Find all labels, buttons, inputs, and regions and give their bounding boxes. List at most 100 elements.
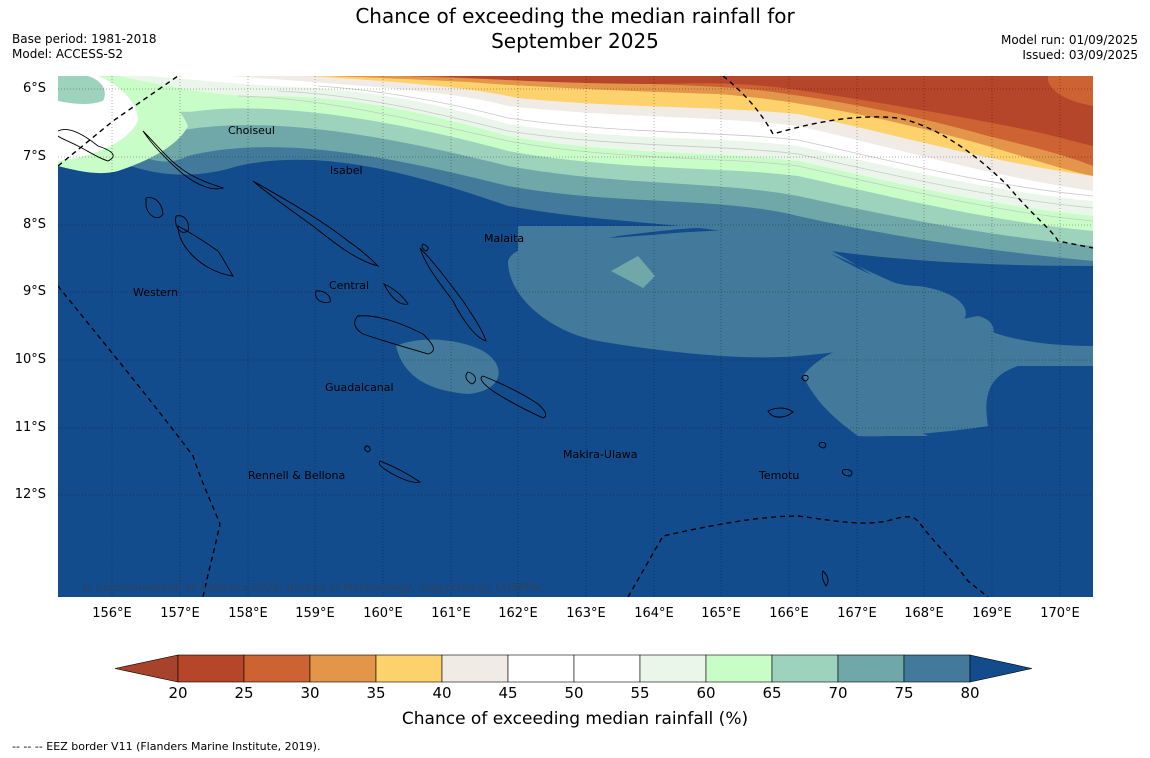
lon-label-166e: 166°E [769,606,809,621]
vella-lavella [145,197,164,219]
region-temotu: Temotu [759,469,800,482]
bougainville-island [58,129,114,162]
meta-right: Model run: 01/09/2025 Issued: 03/09/2025 [1001,33,1138,63]
band-nw-blue [58,76,105,105]
band-25-corner [1048,76,1093,102]
colorbar-tick-60: 60 [696,684,716,702]
colorbar [114,654,1033,683]
colorbar-swatch-55 [639,654,707,683]
ontong-java [421,243,429,252]
lon-label-168e: 168°E [904,606,944,621]
ulawa-island [465,371,476,385]
colorbar-tick-20: 20 [168,684,188,702]
russell-islands [383,283,409,305]
region-central: Central [329,279,370,292]
colorbar-swatch-35 [375,654,443,683]
region-malaita: Malaita [484,232,525,245]
region-makira-ulawa: Makira-Ulawa [563,448,638,461]
title-line-2: September 2025 [491,29,659,53]
colorbar-swatch-50 [573,654,641,683]
colorbar-swatch-65 [771,654,839,683]
lon-label-156e: 156°E [92,606,132,621]
colorbar-tick-75: 75 [894,684,914,702]
anuta-island [821,570,829,587]
title-line-1: Chance of exceeding the median rainfall … [355,4,795,28]
colorbar-swatch-70 [837,654,905,683]
colorbar-swatch-75 [903,654,971,683]
colorbar-swatches [114,654,1033,683]
issued-date: Issued: 03/09/2025 [1022,48,1138,62]
map-title: Chance of exceeding the median rainfall … [0,4,1150,54]
meta-left: Base period: 1981-2018 Model: ACCESS-S2 [12,32,157,62]
band-20 [438,76,1093,146]
colorbar-tick-80: 80 [960,684,980,702]
region-choiseul: Choiseul [228,124,275,137]
lon-label-167e: 167°E [837,606,877,621]
colorbar-tick-40: 40 [432,684,452,702]
blob-75-east [518,226,1093,437]
colorbar-tick-55: 55 [630,684,650,702]
region-western: Western [133,286,179,299]
contour-lines [237,85,1093,222]
lon-label-158e: 158°E [228,606,268,621]
lon-label-169e: 169°E [972,606,1012,621]
lon-label-157e: 157°E [160,606,200,621]
colorbar-tick-30: 30 [300,684,320,702]
colorbar-swatch-40 [441,654,509,683]
colorbar-swatch-60 [705,654,773,683]
lon-label-164e: 164°E [634,606,674,621]
colorbar-tick-25: 25 [234,684,254,702]
colorbar-tick-70: 70 [828,684,848,702]
lat-label-10s: 10°S [14,352,46,367]
colorbar-tick-35: 35 [366,684,386,702]
blob-75-guadalcanal [396,339,499,394]
copyright-notice: © Commonwealth of Australia 2025, Bureau… [81,581,545,594]
isabel-island [252,180,380,267]
new-georgia-islands [177,225,234,277]
makira-island [480,375,547,419]
tikopia-island [841,469,853,477]
florida-islands [315,290,331,303]
lon-label-165e: 165°E [701,606,741,621]
region-isabel: Isabel [330,164,363,177]
blob-70-center [611,256,655,288]
lat-label-7s: 7°S [22,149,46,164]
lat-label-12s: 12°S [14,487,46,502]
blob-75-temotu [803,316,994,436]
santa-cruz-island [767,407,794,418]
lon-label-159e: 159°E [295,606,335,621]
lon-label-162e: 162°E [498,606,538,621]
lon-label-170e: 170°E [1040,606,1080,621]
ranongga [175,215,189,233]
region-guadalcanal: Guadalcanal [325,381,394,394]
lon-label-163e: 163°E [566,606,606,621]
bellona-island [364,445,371,453]
base-period: Base period: 1981-2018 [12,32,157,46]
lat-label-9s: 9°S [22,284,46,299]
colorbar-swatch-30 [309,654,377,683]
colorbar-low-arrow [114,654,179,683]
lat-label-11s: 11°S [14,420,46,435]
coastlines [58,129,853,587]
eez-borders [58,76,1093,597]
vanikoro-island [818,442,827,449]
rennell-island [378,460,422,483]
eez-footnote: -- -- -- EEZ border V11 (Flanders Marine… [12,740,321,753]
colorbar-swatch-25 [243,654,311,683]
blob-75-malaita [508,230,966,358]
colorbar-swatch-45 [507,654,575,683]
colorbar-swatch-20 [177,654,245,683]
choiseul-island [142,130,225,190]
region-rennell-bellona: Rennell & Bellona [248,469,346,482]
model-name: Model: ACCESS-S2 [12,47,124,61]
colorbar-title: Chance of exceeding median rainfall (%) [401,709,749,729]
colorbar-high-arrow [969,654,1033,683]
colorbar-tick-65: 65 [762,684,782,702]
colorbar-tick-50: 50 [564,684,584,702]
guadalcanal-island [354,315,434,355]
colorbar-tick-45: 45 [498,684,518,702]
lat-label-8s: 8°S [22,217,46,232]
lat-label-6s: 6°S [22,81,46,96]
lon-label-160e: 160°E [363,606,403,621]
rainfall-map [58,76,1093,597]
